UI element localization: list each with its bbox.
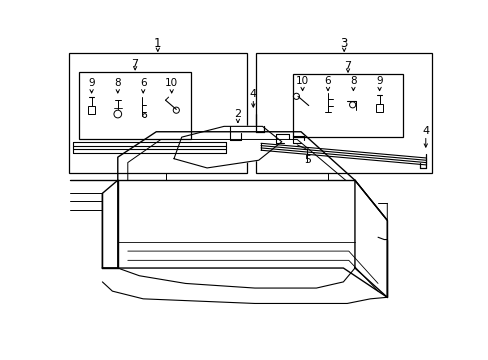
Text: 7: 7 — [344, 61, 351, 71]
Polygon shape — [118, 180, 384, 297]
Polygon shape — [102, 180, 118, 268]
Bar — [79, 72, 190, 139]
Text: 6: 6 — [140, 78, 146, 88]
Text: 3: 3 — [340, 37, 347, 50]
Bar — [375, 104, 383, 112]
Text: 1: 1 — [154, 37, 161, 50]
Text: 2: 2 — [234, 109, 241, 119]
Text: 4: 4 — [249, 89, 256, 99]
Text: 10: 10 — [295, 76, 308, 86]
Text: 7: 7 — [131, 59, 139, 69]
Text: 5: 5 — [303, 155, 310, 165]
Bar — [87, 106, 95, 114]
Text: 6: 6 — [324, 76, 331, 86]
Bar — [293, 74, 402, 137]
Bar — [68, 53, 246, 172]
Text: 8: 8 — [349, 76, 356, 86]
Text: 9: 9 — [375, 76, 382, 86]
Text: 4: 4 — [421, 126, 428, 136]
Text: 9: 9 — [88, 78, 95, 88]
Polygon shape — [354, 180, 386, 297]
Text: 10: 10 — [165, 78, 178, 88]
Text: 8: 8 — [114, 78, 121, 88]
Bar — [256, 53, 431, 172]
Polygon shape — [174, 126, 281, 168]
